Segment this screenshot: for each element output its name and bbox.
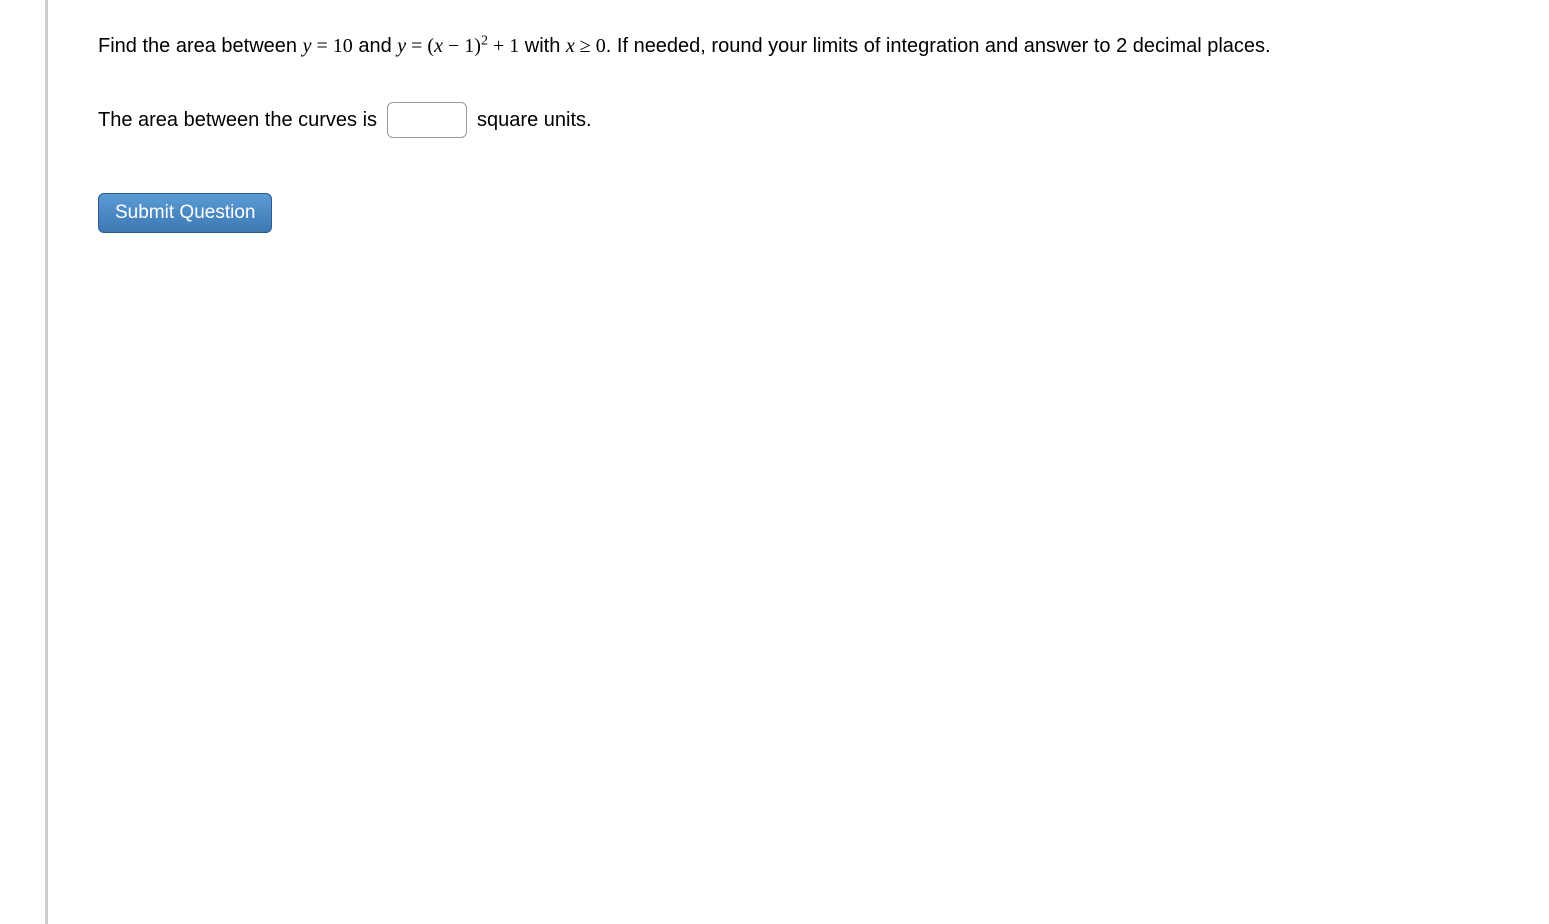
eq2-plus: +	[488, 35, 509, 57]
text-with: with	[519, 35, 566, 57]
constraint-op: ≥	[575, 35, 596, 57]
answer-prefix: The area between the curves is	[98, 109, 377, 132]
text-and: and	[353, 35, 397, 57]
eq2-var: y	[397, 35, 406, 57]
question-container: Find the area between y = 10 and y = (x …	[45, 0, 1549, 924]
eq2-eq: =	[406, 35, 427, 57]
question-text: Find the area between y = 10 and y = (x …	[98, 30, 1499, 62]
eq2-plus-val: 1	[509, 35, 519, 57]
eq2-close: )	[474, 35, 481, 57]
question-suffix: . If needed, round your limits of integr…	[606, 35, 1271, 57]
eq2-exponent: 2	[481, 33, 488, 48]
answer-line: The area between the curves is square un…	[98, 102, 1499, 138]
eq2-one: 1	[464, 35, 474, 57]
question-prefix: Find the area between	[98, 35, 303, 57]
eq1-eq: =	[311, 35, 332, 57]
eq2-minus: −	[443, 35, 464, 57]
answer-suffix: square units.	[477, 109, 592, 132]
constraint-x: x	[566, 35, 575, 57]
eq1-val: 10	[333, 35, 353, 57]
eq2-x: x	[434, 35, 443, 57]
constraint-val: 0	[596, 35, 606, 57]
answer-input[interactable]	[387, 102, 467, 138]
submit-question-button[interactable]: Submit Question	[98, 193, 272, 233]
